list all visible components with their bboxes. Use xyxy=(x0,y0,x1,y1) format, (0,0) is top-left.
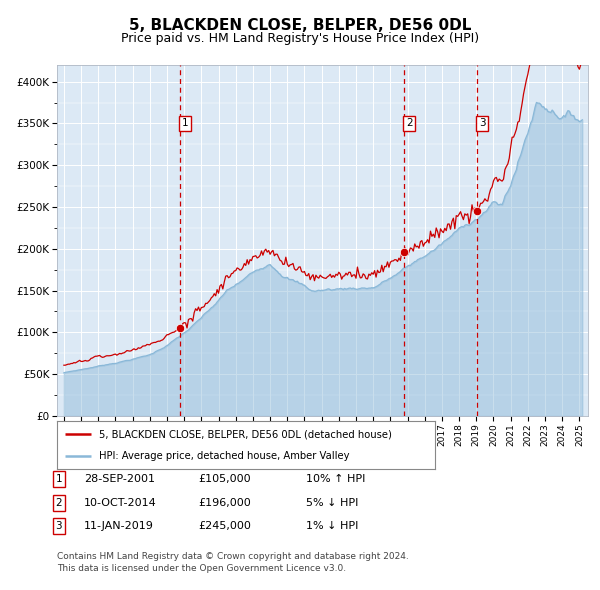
Text: 1: 1 xyxy=(55,474,62,484)
Text: 5, BLACKDEN CLOSE, BELPER, DE56 0DL: 5, BLACKDEN CLOSE, BELPER, DE56 0DL xyxy=(129,18,471,32)
Text: £196,000: £196,000 xyxy=(198,498,251,507)
Text: 10% ↑ HPI: 10% ↑ HPI xyxy=(306,474,365,484)
Text: Price paid vs. HM Land Registry's House Price Index (HPI): Price paid vs. HM Land Registry's House … xyxy=(121,32,479,45)
Text: £105,000: £105,000 xyxy=(198,474,251,484)
Text: 2: 2 xyxy=(55,498,62,507)
Text: 5, BLACKDEN CLOSE, BELPER, DE56 0DL (detached house): 5, BLACKDEN CLOSE, BELPER, DE56 0DL (det… xyxy=(98,429,391,439)
Text: 11-JAN-2019: 11-JAN-2019 xyxy=(84,522,154,531)
Text: Contains HM Land Registry data © Crown copyright and database right 2024.
This d: Contains HM Land Registry data © Crown c… xyxy=(57,552,409,573)
Text: 2: 2 xyxy=(406,119,412,129)
Text: 5% ↓ HPI: 5% ↓ HPI xyxy=(306,498,358,507)
Text: 1% ↓ HPI: 1% ↓ HPI xyxy=(306,522,358,531)
Text: 3: 3 xyxy=(479,119,485,129)
Text: £245,000: £245,000 xyxy=(198,522,251,531)
Text: HPI: Average price, detached house, Amber Valley: HPI: Average price, detached house, Ambe… xyxy=(98,451,349,461)
Text: 10-OCT-2014: 10-OCT-2014 xyxy=(84,498,157,507)
Text: 1: 1 xyxy=(182,119,188,129)
Text: 28-SEP-2001: 28-SEP-2001 xyxy=(84,474,155,484)
Text: 3: 3 xyxy=(55,522,62,531)
